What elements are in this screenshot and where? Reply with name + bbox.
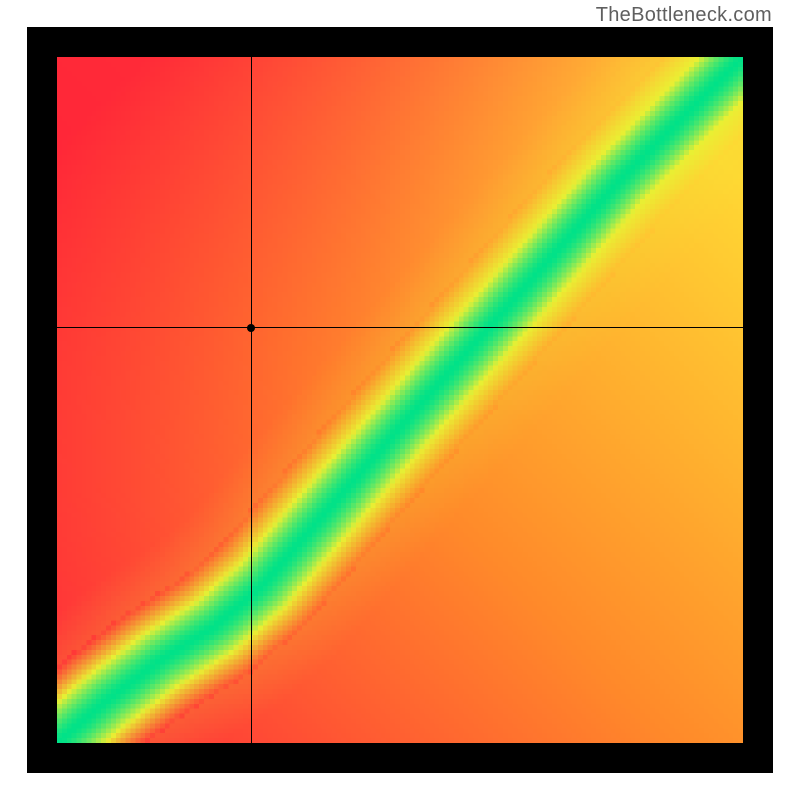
crosshair-horizontal [57,327,743,328]
chart-outer-frame [27,27,773,773]
crosshair-vertical [251,57,252,743]
heatmap-canvas [57,57,743,743]
watermark-text: TheBottleneck.com [596,4,772,27]
crosshair-point [247,324,255,332]
plot-area [57,57,743,743]
